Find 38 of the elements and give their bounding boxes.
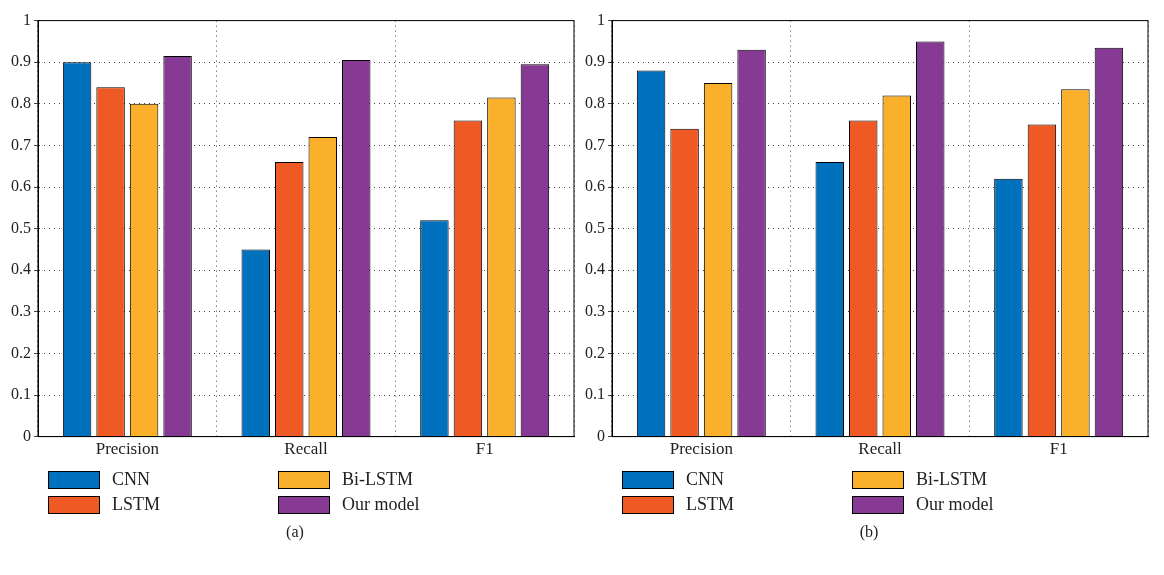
legend-label: Our model bbox=[916, 494, 994, 515]
y-tick-label: 1 bbox=[597, 10, 605, 28]
y-tick-label: 0.5 bbox=[11, 218, 31, 236]
y-tick-label: 0.2 bbox=[11, 343, 31, 361]
y-tick-label: 0.8 bbox=[11, 94, 31, 111]
y-tick-label: 0.3 bbox=[585, 302, 605, 319]
x-tick-label: F1 bbox=[1049, 439, 1068, 459]
y-tick-label: 0.3 bbox=[11, 302, 31, 319]
legend-label: Bi-LSTM bbox=[916, 469, 988, 490]
text: (a) bbox=[285, 523, 305, 541]
y-tick-label: 0.7 bbox=[585, 135, 605, 153]
y-tick-label: 0.9 bbox=[11, 52, 31, 70]
x-tick-label: Precision bbox=[95, 439, 160, 459]
y-tick-label: 0.4 bbox=[585, 260, 605, 278]
y-tick-label: 0 bbox=[597, 426, 605, 444]
y-tick-label: 0.6 bbox=[11, 177, 31, 195]
y-tick-label: 0.4 bbox=[11, 260, 31, 278]
y-tick-label: 0.9 bbox=[585, 52, 605, 70]
y-tick-label: 0 bbox=[23, 426, 31, 444]
y-tick-label: 0.1 bbox=[11, 385, 31, 403]
y-tick-label: 0.5 bbox=[585, 218, 605, 236]
y-tick-label: 0.6 bbox=[585, 177, 605, 195]
y-tick-label: 0.1 bbox=[585, 385, 605, 403]
y-tick-label: 0.7 bbox=[11, 135, 31, 153]
x-tick-label: Recall bbox=[284, 439, 328, 459]
legend-label: CNN bbox=[686, 469, 725, 490]
legend-label: Bi-LSTM bbox=[342, 469, 414, 490]
x-tick-label: Recall bbox=[858, 439, 902, 459]
legend-label: Our model bbox=[342, 494, 420, 515]
x-tick-label: Precision bbox=[669, 439, 734, 459]
x-tick-label: F1 bbox=[475, 439, 494, 459]
y-tick-label: 0.2 bbox=[585, 343, 605, 361]
y-tick-label: 0.8 bbox=[585, 94, 605, 111]
text: (b) bbox=[858, 523, 880, 541]
legend-label: LSTM bbox=[112, 494, 161, 515]
y-tick-label: 1 bbox=[23, 10, 31, 28]
legend-label: LSTM bbox=[686, 494, 735, 515]
legend-label: CNN bbox=[112, 469, 151, 490]
